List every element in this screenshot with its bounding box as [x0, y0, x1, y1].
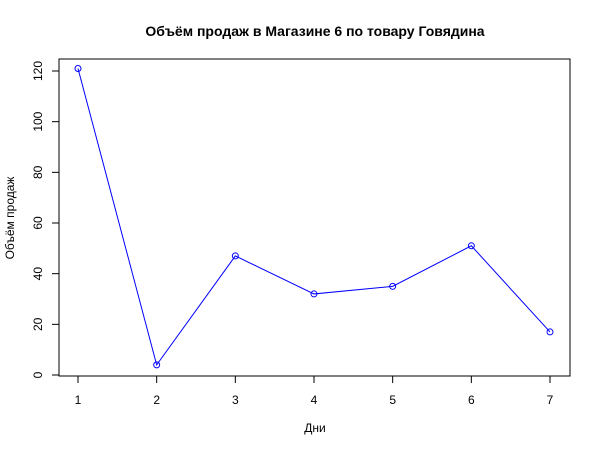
x-axis-label: Дни: [304, 421, 325, 435]
series-line: [77, 68, 551, 367]
x-tick-label: 4: [311, 393, 318, 407]
x-tick-label: 6: [468, 393, 475, 407]
data-point: [310, 290, 318, 298]
y-tick-label: 120: [31, 61, 45, 81]
x-tick-label: 5: [389, 393, 396, 407]
data-point: [74, 64, 82, 72]
data-point: [153, 361, 161, 369]
data-point: [389, 282, 397, 290]
y-tick-label: 20: [31, 317, 45, 331]
y-axis: 0 20 40 60 80 100 120: [31, 61, 60, 378]
data-point: [231, 252, 239, 260]
data-point: [467, 242, 475, 250]
y-tick-label: 80: [31, 165, 45, 179]
x-tick-label: 7: [547, 393, 554, 407]
x-tick-label: 3: [232, 393, 239, 407]
x-tick-label: 2: [153, 393, 160, 407]
x-tick-label: 1: [75, 393, 82, 407]
x-axis: 1 2 3 4 5 6 7: [75, 375, 554, 407]
data-point: [546, 328, 554, 336]
series-layer: [74, 64, 554, 369]
y-tick-label: 0: [31, 371, 45, 378]
y-tick-label: 60: [31, 216, 45, 230]
y-tick-label: 100: [31, 111, 45, 131]
plot-frame: [58, 58, 571, 377]
chart-title: Объём продаж в Магазине 6 по товару Говя…: [145, 23, 484, 39]
y-tick-label: 40: [31, 267, 45, 281]
y-axis-label: Объём продаж: [3, 177, 17, 260]
